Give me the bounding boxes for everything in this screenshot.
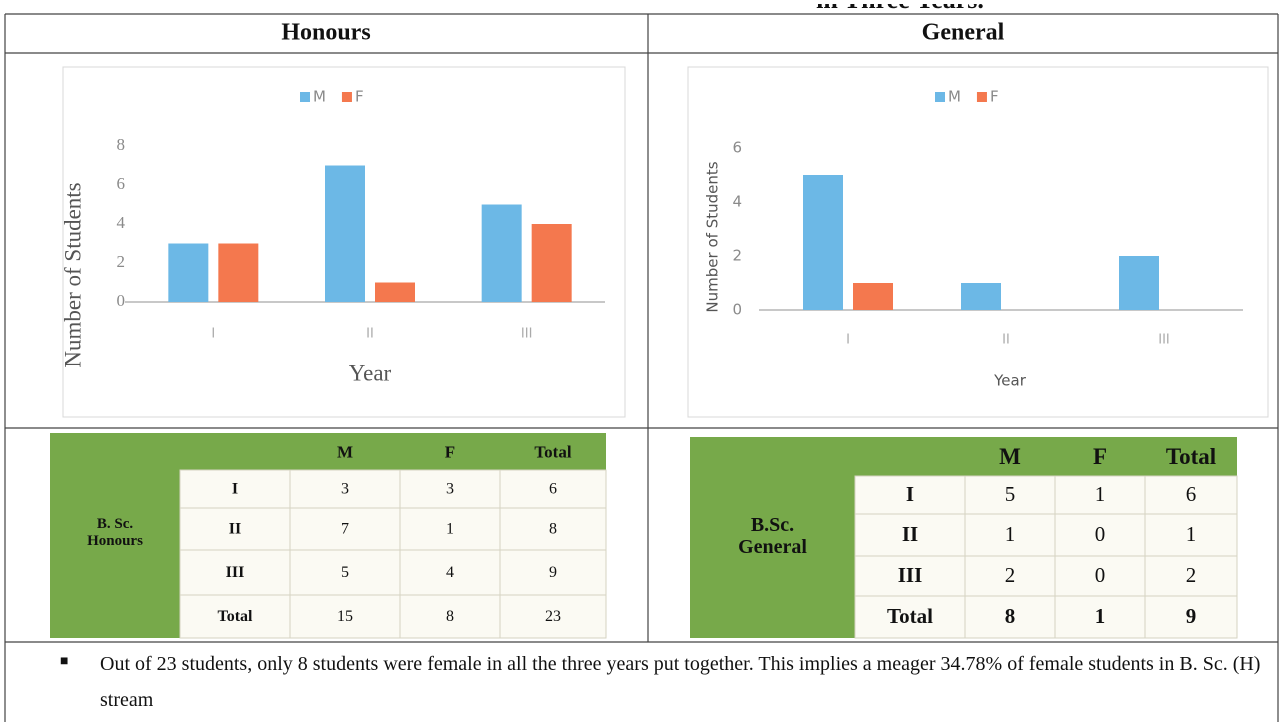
column-header: Total	[1166, 444, 1216, 469]
legend-label: F	[355, 88, 364, 106]
x-tick-label: III	[1158, 333, 1170, 348]
legend-swatch	[935, 92, 945, 102]
bar	[1119, 256, 1159, 310]
table-body	[854, 475, 1238, 639]
row-label: III	[226, 564, 245, 581]
table-cell: 4	[446, 564, 454, 581]
stub-box: B. Sc. Honours	[87, 516, 143, 549]
column-header: Total	[534, 442, 571, 461]
crop-edge	[0, 0, 1283, 4]
table-cell: 1	[1186, 522, 1197, 546]
y-tick-label: 8	[117, 135, 126, 154]
table-stub: B.Sc. General	[738, 514, 807, 558]
x-axis-label: Year	[349, 360, 392, 385]
table-cell: 6	[1186, 482, 1197, 506]
bar	[375, 282, 415, 302]
table-cell: 15	[337, 608, 353, 625]
table-body	[179, 469, 607, 639]
table-cell: 9	[1186, 604, 1197, 628]
table-stub-foot	[50, 595, 180, 638]
bar	[218, 243, 259, 302]
legend-label: M	[313, 88, 326, 106]
panel-heading: General	[922, 20, 1005, 46]
bar	[481, 204, 522, 302]
table-cell: 9	[549, 564, 557, 581]
x-tick-label: III	[521, 327, 533, 342]
row-label: Total	[218, 608, 254, 625]
table-stub-foot	[690, 596, 855, 638]
table-stub-cell	[690, 476, 855, 596]
bar	[168, 243, 209, 302]
legend-label: M	[948, 88, 961, 106]
table-cell: 8	[446, 608, 454, 625]
table-cell: 1	[1005, 522, 1016, 546]
table-cell: 2	[1005, 563, 1016, 587]
row-label: II	[229, 521, 241, 538]
column-header: M	[337, 442, 353, 461]
x-tick-label: I	[846, 333, 850, 348]
x-tick-label: II	[366, 327, 374, 342]
table-header	[690, 437, 1237, 476]
x-axis-label: Year	[993, 372, 1027, 390]
chart-frame	[687, 66, 1269, 418]
stub-box: B.Sc. General	[738, 514, 807, 558]
y-tick-label: 2	[117, 252, 126, 271]
table-cell: 6	[549, 481, 557, 498]
y-tick-label: 6	[732, 139, 742, 157]
column-header: F	[1093, 444, 1107, 469]
table-cell: 3	[446, 481, 454, 498]
y-axis-label: Number of Students	[704, 161, 722, 312]
bullet-text: Out of 23 students, only 8 students were…	[100, 653, 1261, 711]
frame	[4, 13, 1279, 722]
y-tick-label: 2	[732, 247, 742, 265]
column-header: F	[445, 442, 455, 461]
y-tick-label: 6	[117, 174, 126, 193]
table-cell: 23	[545, 608, 561, 625]
bar	[961, 283, 1001, 310]
table-cell: 1	[446, 521, 454, 538]
table-cell: 1	[1095, 604, 1106, 628]
table-stub: B. Sc. Honours	[87, 516, 143, 549]
row-label: II	[902, 522, 918, 546]
legend-swatch	[300, 92, 310, 102]
table-cell: 3	[341, 481, 349, 498]
y-tick-label: 4	[117, 213, 126, 232]
bar	[853, 283, 893, 310]
table-cell: 8	[549, 521, 557, 538]
x-tick-label: I	[211, 327, 215, 342]
bullet-marker: ■	[60, 654, 68, 669]
table-cell: 1	[1095, 482, 1106, 506]
table-cell: 7	[341, 521, 349, 538]
row-label: I	[906, 482, 914, 506]
column-header: M	[999, 444, 1021, 469]
legend-swatch	[976, 92, 987, 102]
y-tick-label: 0	[732, 301, 742, 319]
y-tick-label: 4	[732, 193, 742, 211]
table-cell: 0	[1095, 563, 1106, 587]
table-cell: 5	[341, 564, 349, 581]
table-cell: 0	[1095, 522, 1106, 546]
row-label: I	[232, 481, 238, 498]
table-cell: 2	[1186, 563, 1197, 587]
legend-swatch	[341, 92, 352, 102]
row-label: III	[898, 563, 923, 587]
bar	[531, 224, 572, 302]
bullet-box: Out of 23 students, only 8 students were…	[100, 653, 1261, 711]
legend-label: F	[990, 88, 999, 106]
panel-heading: Honours	[281, 20, 370, 46]
y-axis-label: Number of Students	[60, 182, 85, 367]
chart-frame	[62, 66, 626, 418]
table-header	[50, 433, 606, 470]
row-label: Total	[887, 604, 933, 628]
table-cell: 5	[1005, 482, 1016, 506]
bar	[803, 175, 843, 310]
table-cell: 8	[1005, 604, 1016, 628]
table-stub-cell	[50, 470, 180, 595]
y-tick-label: 0	[117, 291, 126, 310]
bar	[325, 165, 365, 302]
x-tick-label: II	[1002, 333, 1010, 348]
